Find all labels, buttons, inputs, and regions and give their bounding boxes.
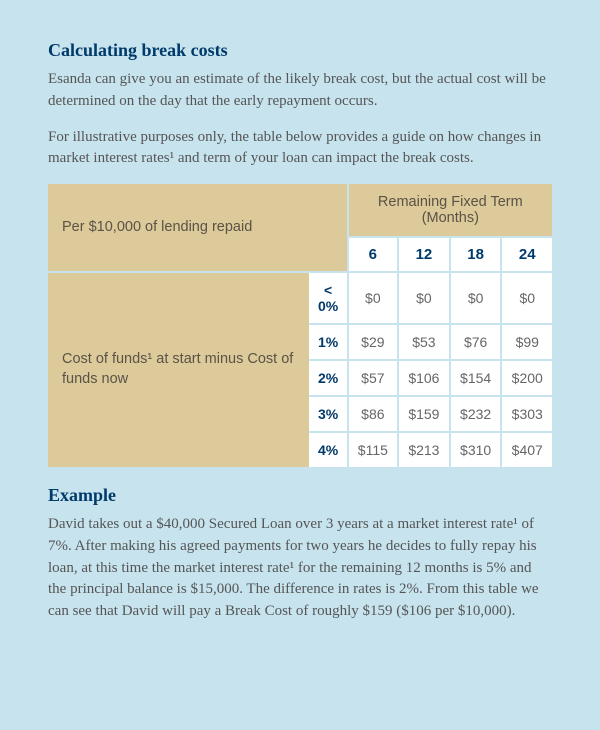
month-col-0: 6 [348,237,398,272]
table-corner-label: Per $10,000 of lending repaid [48,184,348,272]
cell-4-3: $407 [501,432,552,467]
cell-3-2: $232 [450,396,502,432]
cell-1-3: $99 [501,324,552,360]
pct-1: 1% [309,324,347,360]
pct-3: 3% [309,396,347,432]
row-group-label: Cost of funds¹ at start minus Cost of fu… [48,272,309,467]
section-heading-1: Calculating break costs [48,40,552,61]
example-para: David takes out a $40,000 Secured Loan o… [48,514,552,623]
break-cost-table: Per $10,000 of lending repaid Remaining … [48,184,552,467]
pct-4: 4% [309,432,347,467]
cell-0-0: $0 [348,272,398,324]
cell-4-2: $310 [450,432,502,467]
cell-2-1: $106 [398,360,450,396]
term-header: Remaining Fixed Term (Months) [348,184,552,237]
intro-para-1: Esanda can give you an estimate of the l… [48,69,552,113]
cell-0-2: $0 [450,272,502,324]
section-heading-2: Example [48,485,552,506]
month-col-1: 12 [398,237,450,272]
cell-0-3: $0 [501,272,552,324]
cell-2-2: $154 [450,360,502,396]
cell-3-0: $86 [348,396,398,432]
cell-0-1: $0 [398,272,450,324]
cell-2-3: $200 [501,360,552,396]
cell-4-1: $213 [398,432,450,467]
cell-2-0: $57 [348,360,398,396]
cell-4-0: $115 [348,432,398,467]
cell-3-3: $303 [501,396,552,432]
cell-1-1: $53 [398,324,450,360]
month-col-2: 18 [450,237,502,272]
intro-para-2: For illustrative purposes only, the tabl… [48,127,552,171]
cell-3-1: $159 [398,396,450,432]
pct-0: < 0% [309,272,347,324]
cell-1-0: $29 [348,324,398,360]
cell-1-2: $76 [450,324,502,360]
pct-2: 2% [309,360,347,396]
month-col-3: 24 [501,237,552,272]
